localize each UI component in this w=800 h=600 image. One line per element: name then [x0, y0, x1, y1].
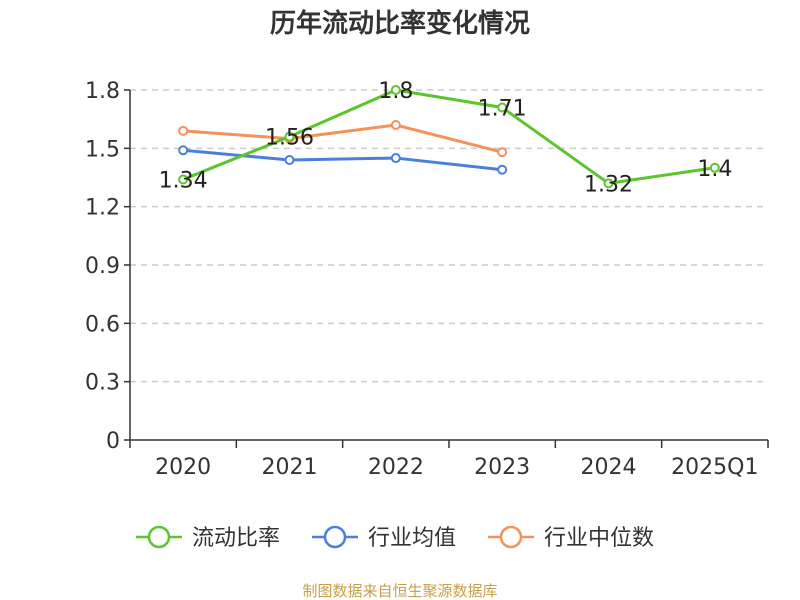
y-tick-label: 1.8: [85, 79, 120, 104]
legend-label: 行业均值: [368, 526, 456, 551]
source-note: 制图数据来自恒生聚源数据库: [302, 582, 497, 600]
legend-marker-icon: [323, 525, 347, 549]
legend-item[interactable]: 流动比率: [136, 525, 280, 551]
data-point: [497, 164, 508, 175]
data-label: 1.71: [478, 97, 527, 122]
data-point: [497, 147, 508, 158]
data-labels: 1.34 1.56 1.8 1.71 1.32 1.4: [159, 79, 733, 197]
legend-marker-icon: [147, 525, 171, 549]
y-tick-label: 1.2: [85, 196, 120, 221]
series-line: [183, 123, 503, 154]
data-label: 1.8: [378, 79, 413, 104]
axes: 0 0.3 0.6 0.9 1.2 1.5 1.8 2020 2021 2022 2023 2024 2…: [85, 79, 769, 480]
y-tick-label: 0.3: [85, 371, 120, 396]
data-point: [284, 155, 295, 165]
x-tick-label: 2025Q1: [671, 455, 758, 480]
data-point: [178, 174, 189, 185]
series-lines: [178, 85, 720, 189]
y-tick-label: 0.9: [85, 254, 120, 279]
legend-item[interactable]: 行业中位数: [488, 525, 654, 551]
data-point: [497, 102, 508, 113]
data-label: 1.32: [584, 172, 633, 197]
data-point: [284, 131, 295, 142]
legend-label: 行业中位数: [544, 526, 654, 551]
data-point: [390, 153, 401, 164]
data-point: [178, 125, 189, 136]
legend-item[interactable]: 行业均值: [312, 525, 456, 551]
data-point: [603, 178, 614, 189]
data-point: [390, 120, 401, 130]
data-point: [178, 145, 189, 156]
y-tick-label: 1.5: [85, 137, 120, 162]
x-tick-label: 2020: [155, 455, 211, 480]
data-point: [709, 162, 720, 173]
x-tick-label: 2024: [581, 455, 637, 480]
series-line: [183, 148, 503, 172]
data-label: 1.56: [265, 126, 314, 151]
data-point: [390, 85, 401, 95]
data-label: 1.34: [159, 168, 208, 193]
legend-marker-icon: [499, 525, 523, 549]
x-tick-label: 2022: [368, 455, 424, 480]
x-tick-label: 2021: [262, 455, 318, 480]
y-tick-label: 0: [106, 429, 120, 454]
y-tick-label: 0.6: [85, 312, 120, 337]
series-line: [182, 88, 716, 185]
legend-label: 流动比率: [192, 526, 280, 551]
legend[interactable]: 流动比率 行业均值 行业中位数: [136, 525, 654, 551]
data-label: 1.4: [697, 157, 732, 182]
grid-lines: [130, 89, 768, 383]
chart-title: 历年流动比率变化情况: [270, 8, 530, 39]
x-tick-label: 2023: [474, 455, 530, 480]
